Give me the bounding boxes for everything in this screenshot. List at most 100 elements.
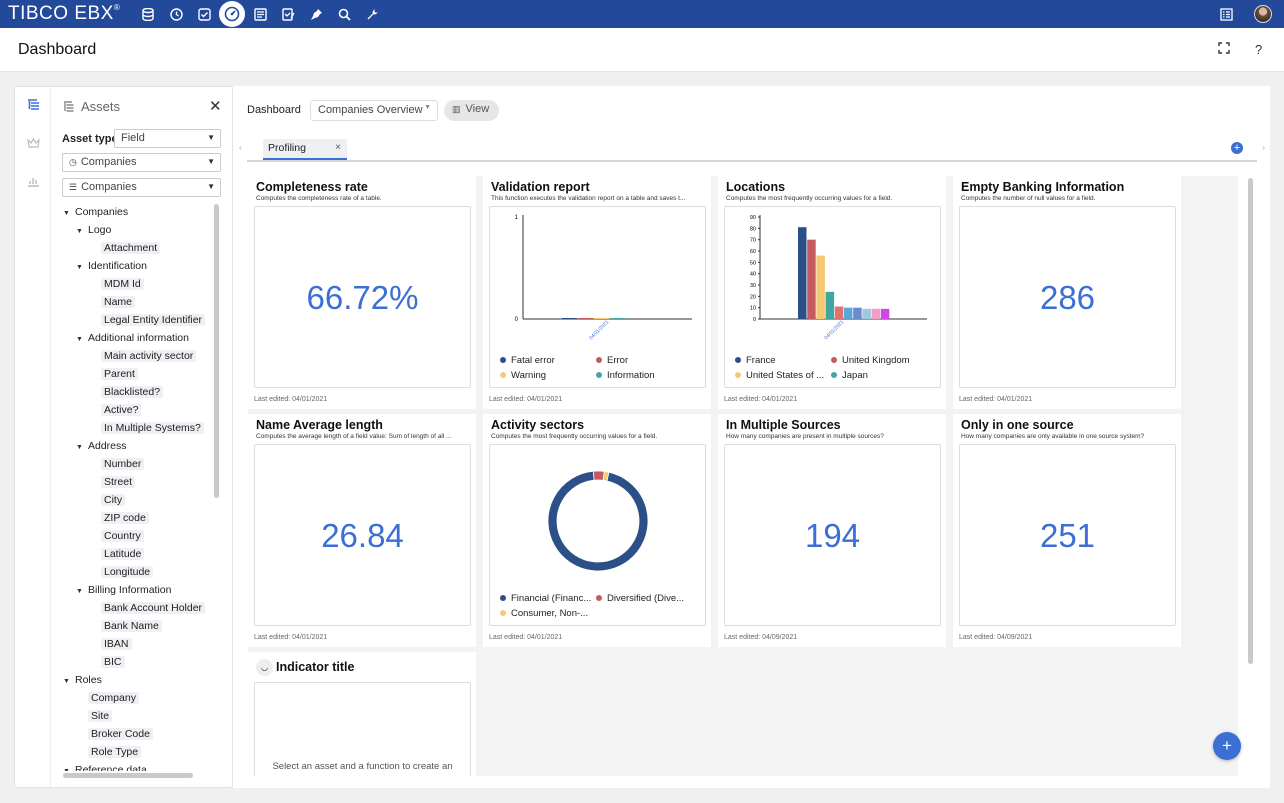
tree-node[interactable]: ▼ Roles <box>63 673 102 688</box>
tree-hscrollbar[interactable] <box>63 773 193 778</box>
tree-scrollbar[interactable] <box>214 204 219 498</box>
edit-check-icon[interactable] <box>274 0 302 28</box>
expand-toggle-icon[interactable]: ▼ <box>63 678 70 685</box>
bar[interactable] <box>871 308 881 319</box>
donut-slice[interactable] <box>602 470 610 482</box>
legend-item[interactable]: Consumer, Non-... <box>500 608 588 619</box>
tree-node[interactable]: ▼ Additional information <box>76 331 189 346</box>
bar[interactable] <box>578 318 593 319</box>
main-scrollbar[interactable] <box>1248 178 1253 664</box>
checklist-icon[interactable] <box>190 0 218 28</box>
tree-node[interactable]: Active? <box>101 403 142 418</box>
legend-item[interactable]: Error <box>596 355 628 366</box>
asset-type-select[interactable]: Field ▼ <box>114 129 221 148</box>
brand-logo[interactable]: TIBCO EBX® <box>8 3 121 24</box>
legend-item[interactable]: United Kingdom <box>831 355 910 366</box>
bar[interactable] <box>798 227 807 319</box>
expand-toggle-icon[interactable]: ▼ <box>76 444 83 451</box>
card-title[interactable]: Indicator title <box>276 660 355 674</box>
expand-toggle-icon[interactable]: ▼ <box>76 264 83 271</box>
tree-node[interactable]: ▼ Address <box>76 439 127 454</box>
data-list-icon[interactable] <box>246 0 274 28</box>
bar[interactable] <box>594 318 609 319</box>
tree-node[interactable]: Country <box>101 529 144 544</box>
add-tab-icon[interactable]: + <box>1231 142 1243 154</box>
tree-node[interactable]: Longitude <box>101 565 154 580</box>
database-icon[interactable] <box>134 0 162 28</box>
tree-node[interactable]: Blacklisted? <box>101 385 164 400</box>
tree-node[interactable]: Parent <box>101 367 138 382</box>
legend-item[interactable]: Diversified (Dive... <box>596 593 684 604</box>
tasks-icon[interactable] <box>1212 0 1240 28</box>
tree-node[interactable]: Company <box>88 691 139 706</box>
indicator-card-validation[interactable]: Validation report This function executes… <box>483 176 711 409</box>
tree-node[interactable]: Broker Code <box>88 727 153 742</box>
indicator-card-empty-banking[interactable]: Empty Banking Information Computes the n… <box>953 176 1181 409</box>
tree-node[interactable]: Street <box>101 475 136 490</box>
tree-node[interactable]: ▼Reference data <box>63 763 147 771</box>
bar[interactable] <box>862 308 871 319</box>
fullscreen-icon[interactable] <box>1218 42 1230 57</box>
indicator-icon[interactable]: ◡ <box>256 659 273 676</box>
bar[interactable] <box>880 308 890 319</box>
legend-item[interactable]: Fatal error <box>500 355 555 366</box>
bar[interactable] <box>844 307 853 319</box>
indicator-card-new[interactable]: ◡ Indicator title Select an asset and a … <box>248 652 476 776</box>
close-icon[interactable]: ✕ <box>209 98 222 115</box>
donut-slice[interactable] <box>547 470 649 572</box>
bar[interactable] <box>807 239 816 319</box>
help-icon[interactable]: ? <box>1255 42 1263 57</box>
dashboard-select[interactable]: Companies Overview ▼ <box>310 100 438 121</box>
tree-node[interactable]: Number <box>101 457 145 472</box>
indicator-card-activity[interactable]: Activity sectors Computes the most frequ… <box>483 414 711 647</box>
legend-item[interactable]: Financial (Financ... <box>500 593 591 604</box>
expand-toggle-icon[interactable]: ▼ <box>63 764 75 771</box>
clock-icon[interactable] <box>162 0 190 28</box>
tree-node[interactable]: MDM Id <box>101 277 144 292</box>
bar[interactable] <box>834 306 844 319</box>
search-icon[interactable] <box>330 0 358 28</box>
tree-node[interactable]: ▼ Identification <box>76 259 147 274</box>
expand-toggle-icon[interactable]: ▼ <box>76 336 83 343</box>
tree-node[interactable]: Bank Account Holder <box>101 601 206 616</box>
chart-icon[interactable] <box>25 175 41 191</box>
tree-node[interactable]: IBAN <box>101 637 132 652</box>
expand-toggle-icon[interactable]: ▼ <box>76 588 83 595</box>
tree-node[interactable]: ▼ Billing Information <box>76 583 171 598</box>
expand-toggle-icon[interactable]: ▼ <box>63 210 70 217</box>
tree-node[interactable]: City <box>101 493 126 508</box>
bar[interactable] <box>825 291 835 319</box>
tree-node[interactable]: Main activity sector <box>101 349 197 364</box>
tree-node[interactable]: Bank Name <box>101 619 162 634</box>
wrench-icon[interactable] <box>358 0 386 28</box>
tree-node[interactable]: In Multiple Systems? <box>101 421 204 436</box>
bar[interactable] <box>562 318 577 319</box>
legend-item[interactable]: United States of ... <box>735 370 824 381</box>
tree-node[interactable]: BIC <box>101 655 125 670</box>
bar[interactable] <box>853 307 862 319</box>
close-tab-icon[interactable]: × <box>335 142 341 153</box>
expand-toggle-icon[interactable]: ▼ <box>76 228 83 235</box>
tree-node[interactable]: ZIP code <box>101 511 149 526</box>
plugin-icon[interactable] <box>302 0 330 28</box>
tab-profiling[interactable]: Profiling × <box>263 139 347 160</box>
bar[interactable] <box>816 255 825 319</box>
scroll-left-icon[interactable]: ‹ <box>239 143 242 152</box>
indicator-card-multiple-sources[interactable]: In Multiple Sources How many companies a… <box>718 414 946 647</box>
tree-node[interactable]: Site <box>88 709 113 724</box>
legend-item[interactable]: France <box>735 355 776 366</box>
tree-node[interactable]: Role Type <box>88 745 142 760</box>
tree-icon[interactable] <box>25 99 41 115</box>
add-indicator-button[interactable]: + <box>1213 732 1241 760</box>
legend-item[interactable]: Warning <box>500 370 546 381</box>
dataset-select[interactable]: ☰ Companies ▼ <box>62 178 221 197</box>
crown-icon[interactable] <box>25 137 41 153</box>
tree-node[interactable]: Name <box>101 295 136 310</box>
view-button[interactable]: ▥ View <box>444 100 499 121</box>
tree-node[interactable]: Attachment <box>101 241 161 256</box>
donut-slice[interactable] <box>592 470 605 481</box>
tree-node[interactable]: ▼ Companies <box>63 205 128 220</box>
indicator-card-completeness[interactable]: Completeness rate Computes the completen… <box>248 176 476 409</box>
dashboard-icon[interactable] <box>219 1 246 27</box>
tree-node[interactable]: Legal Entity Identifier <box>101 313 206 328</box>
